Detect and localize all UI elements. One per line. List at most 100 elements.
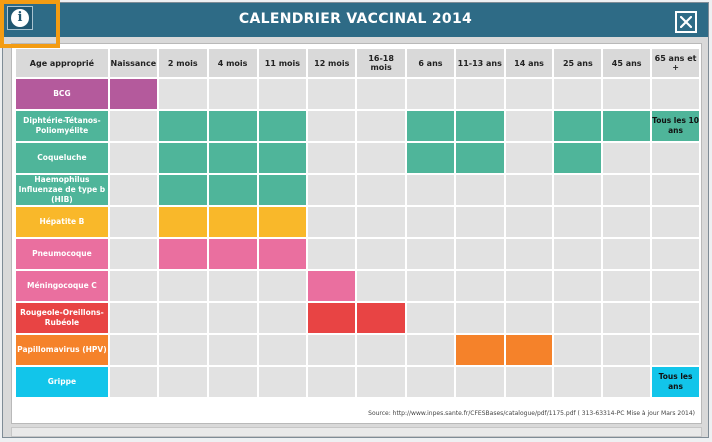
schedule-cell-note: Tous les 10 ans (652, 111, 699, 141)
schedule-cell-empty (407, 335, 454, 365)
schedule-cell-empty (308, 111, 356, 141)
schedule-cell-filled (455, 111, 504, 141)
schedule-cell-filled (308, 303, 356, 333)
schedule-cell-filled (407, 111, 454, 141)
vaccine-label: Coqueluche (16, 143, 108, 173)
schedule-cell-empty (407, 79, 454, 109)
schedule-cell-empty (158, 271, 207, 301)
age-column-header: 11-13 ans (455, 49, 504, 77)
age-column-header: 4 mois (208, 49, 257, 77)
age-column-header: Naissance (109, 49, 157, 77)
schedule-cell-empty (505, 271, 553, 301)
schedule-cell-filled (258, 143, 307, 173)
schedule-cell-empty (357, 271, 406, 301)
schedule-cell-empty (258, 367, 307, 397)
schedule-cell-empty (603, 271, 651, 301)
schedule-cell-note: Tous les ans (652, 367, 699, 397)
schedule-cell-filled (357, 303, 406, 333)
age-header: Age approprié (16, 49, 108, 77)
close-icon (680, 16, 692, 28)
schedule-cell-empty (652, 143, 699, 173)
schedule-cell-empty (357, 175, 406, 205)
close-button[interactable] (675, 11, 697, 33)
vaccine-row: Papillomavirus (HPV) (16, 335, 699, 365)
schedule-cell-empty (109, 335, 157, 365)
schedule-cell-filled (158, 207, 207, 237)
schedule-cell-empty (554, 367, 602, 397)
schedule-cell-empty (554, 175, 602, 205)
schedule-cell-empty (603, 175, 651, 205)
vaccine-table: Age approprié Naissance 2 mois 4 mois 11 mo… (14, 47, 701, 399)
schedule-cell-empty (158, 367, 207, 397)
vaccine-row: BCG (16, 79, 699, 109)
schedule-cell-empty (505, 143, 553, 173)
schedule-cell-empty (308, 175, 356, 205)
schedule-cell-empty (258, 335, 307, 365)
schedule-cell-empty (308, 143, 356, 173)
schedule-cell-empty (158, 303, 207, 333)
schedule-cell-empty (455, 79, 504, 109)
schedule-cell-empty (652, 79, 699, 109)
schedule-cell-empty (603, 207, 651, 237)
schedule-cell-filled (407, 143, 454, 173)
age-column-header: 2 mois (158, 49, 207, 77)
schedule-cell-empty (407, 271, 454, 301)
schedule-cell-empty (603, 239, 651, 269)
schedule-cell-empty (308, 207, 356, 237)
schedule-cell-empty (455, 207, 504, 237)
schedule-cell-empty (652, 239, 699, 269)
schedule-cell-empty (505, 303, 553, 333)
schedule-cell-empty (652, 303, 699, 333)
schedule-cell-empty (554, 271, 602, 301)
schedule-cell-empty (554, 79, 602, 109)
age-column-header: 14 ans (505, 49, 553, 77)
source-note: Source: http://www.inpes.sante.fr/CFESBa… (368, 410, 695, 417)
vaccine-label: Papillomavirus (HPV) (16, 335, 108, 365)
schedule-cell-empty (109, 367, 157, 397)
vaccine-row: Hépatite B (16, 207, 699, 237)
vaccine-label: Diphtérie-Tétanos-Poliomyélite (16, 111, 108, 141)
vaccine-calendar-dialog: CALENDRIER VACCINAL 2014 Age approprié N… (2, 2, 709, 438)
schedule-cell-filled (208, 175, 257, 205)
schedule-cell-filled (158, 111, 207, 141)
schedule-cell-filled (554, 111, 602, 141)
vaccine-label: Haemophilus Influenzae de type b (HIB) (16, 175, 108, 205)
vaccine-label: BCG (16, 79, 108, 109)
schedule-cell-empty (308, 367, 356, 397)
vaccine-label: Rougeole-Oreillons-Rubéole (16, 303, 108, 333)
vaccine-row: Rougeole-Oreillons-Rubéole (16, 303, 699, 333)
age-column-header: 45 ans (603, 49, 651, 77)
schedule-cell-empty (208, 79, 257, 109)
schedule-cell-empty (109, 207, 157, 237)
schedule-cell-empty (407, 303, 454, 333)
schedule-cell-empty (554, 207, 602, 237)
vaccine-label: Hépatite B (16, 207, 108, 237)
schedule-cell-empty (109, 303, 157, 333)
schedule-cell-empty (208, 335, 257, 365)
info-button[interactable]: i (7, 6, 33, 30)
schedule-cell-filled (258, 175, 307, 205)
schedule-cell-empty (505, 175, 553, 205)
schedule-cell-filled (208, 143, 257, 173)
schedule-cell-empty (455, 271, 504, 301)
title-bar: CALENDRIER VACCINAL 2014 (3, 3, 708, 37)
schedule-cell-empty (455, 367, 504, 397)
age-column-header: 11 mois (258, 49, 307, 77)
schedule-cell-empty (357, 143, 406, 173)
schedule-cell-empty (652, 335, 699, 365)
schedule-cell-filled (158, 239, 207, 269)
schedule-cell-filled (158, 143, 207, 173)
schedule-cell-empty (505, 239, 553, 269)
schedule-cell-empty (258, 79, 307, 109)
schedule-cell-filled (158, 175, 207, 205)
schedule-cell-empty (407, 175, 454, 205)
vaccine-row: Coqueluche (16, 143, 699, 173)
schedule-cell-filled (258, 207, 307, 237)
schedule-cell-empty (407, 367, 454, 397)
vaccine-label: Pneumocoque (16, 239, 108, 269)
schedule-cell-empty (554, 239, 602, 269)
schedule-cell-empty (308, 335, 356, 365)
age-column-header: 12 mois (308, 49, 356, 77)
schedule-cell-empty (109, 175, 157, 205)
schedule-cell-empty (652, 207, 699, 237)
